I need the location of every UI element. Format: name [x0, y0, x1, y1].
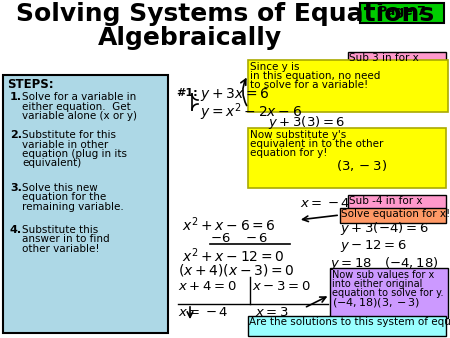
- Bar: [330, 268, 448, 318]
- Text: variable alone (x or y): variable alone (x or y): [22, 111, 137, 121]
- Text: either equation.  Get: either equation. Get: [22, 101, 131, 112]
- Text: Solve this new: Solve this new: [22, 183, 98, 193]
- Bar: [348, 52, 446, 67]
- Text: Page 7: Page 7: [378, 5, 426, 18]
- Text: variable in other: variable in other: [22, 140, 108, 149]
- Text: equation for the: equation for the: [22, 193, 106, 202]
- Text: #1:: #1:: [176, 88, 198, 98]
- Text: other variable!: other variable!: [22, 244, 99, 254]
- Text: answer in to find: answer in to find: [22, 235, 110, 244]
- Text: $x = 3$: $x = 3$: [255, 306, 289, 319]
- Text: $\left(3,-3\right)$: $\left(3,-3\right)$: [336, 158, 387, 173]
- Text: Solving Systems of Equations: Solving Systems of Equations: [16, 2, 434, 26]
- Text: $(-4,18)(3,-3)$: $(-4,18)(3,-3)$: [332, 296, 420, 309]
- Text: $x = -4$: $x = -4$: [178, 306, 228, 319]
- Text: Since y is: Since y is: [250, 62, 300, 72]
- Bar: [348, 195, 446, 210]
- Text: $-6 \quad -6$: $-6 \quad -6$: [210, 232, 268, 245]
- Text: 3.: 3.: [10, 183, 22, 193]
- Bar: [248, 128, 446, 188]
- Text: $x - 3 = 0$: $x - 3 = 0$: [252, 280, 310, 293]
- Text: to solve for a variable!: to solve for a variable!: [250, 80, 368, 90]
- Text: 4.: 4.: [10, 225, 22, 235]
- Text: remaining variable.: remaining variable.: [22, 202, 124, 212]
- Text: $(x+4)(x-3) = 0$: $(x+4)(x-3) = 0$: [178, 262, 295, 278]
- Text: Solve equation for x!: Solve equation for x!: [341, 209, 450, 219]
- Text: 2.: 2.: [10, 130, 22, 140]
- Text: Now sub values for x: Now sub values for x: [332, 270, 434, 280]
- Text: $x^2 + x - 12 = 0$: $x^2 + x - 12 = 0$: [182, 246, 284, 265]
- Text: Sub -4 in for x: Sub -4 in for x: [349, 196, 423, 206]
- Text: Substitute this: Substitute this: [22, 225, 98, 235]
- Bar: [360, 3, 444, 23]
- Text: equation (plug in its: equation (plug in its: [22, 149, 127, 159]
- Text: STEPS:: STEPS:: [7, 78, 54, 91]
- Text: Algebraically: Algebraically: [98, 26, 282, 50]
- Text: $x^2 + x - 6 = 6$: $x^2 + x - 6 = 6$: [182, 215, 276, 234]
- Text: Substitute for this: Substitute for this: [22, 130, 116, 140]
- Text: $y + 3(3) = 6$: $y + 3(3) = 6$: [268, 114, 346, 131]
- Text: equation for y!: equation for y!: [250, 148, 328, 158]
- Text: $y + 3(-4) = 6$: $y + 3(-4) = 6$: [340, 220, 428, 237]
- Text: $y + 3x = 6$: $y + 3x = 6$: [200, 86, 270, 103]
- Text: in this equation, no need: in this equation, no need: [250, 71, 380, 81]
- Bar: [3, 75, 168, 333]
- Text: $y - 12 = 6$: $y - 12 = 6$: [340, 238, 407, 254]
- Text: Solve for a variable in: Solve for a variable in: [22, 92, 136, 102]
- Text: Sub 3 in for x: Sub 3 in for x: [349, 53, 419, 63]
- Bar: [248, 60, 448, 112]
- Text: $y = x^2 - 2x - 6$: $y = x^2 - 2x - 6$: [200, 101, 302, 123]
- Text: Are the solutions to this system of equations.: Are the solutions to this system of equa…: [249, 317, 450, 327]
- Bar: [248, 316, 446, 336]
- Text: equivalent in to the other: equivalent in to the other: [250, 139, 383, 149]
- Text: equation to solve for y.: equation to solve for y.: [332, 288, 444, 298]
- Text: equivalent): equivalent): [22, 159, 81, 169]
- Text: 1.: 1.: [10, 92, 22, 102]
- Text: Now substitute y's: Now substitute y's: [250, 130, 346, 140]
- Text: into either original: into either original: [332, 279, 423, 289]
- Text: $x + 4 = 0$: $x + 4 = 0$: [178, 280, 237, 293]
- Text: $y = 18 \quad (-4, 18)$: $y = 18 \quad (-4, 18)$: [330, 255, 439, 272]
- Bar: [340, 208, 446, 223]
- Text: $x = -4$: $x = -4$: [300, 197, 351, 210]
